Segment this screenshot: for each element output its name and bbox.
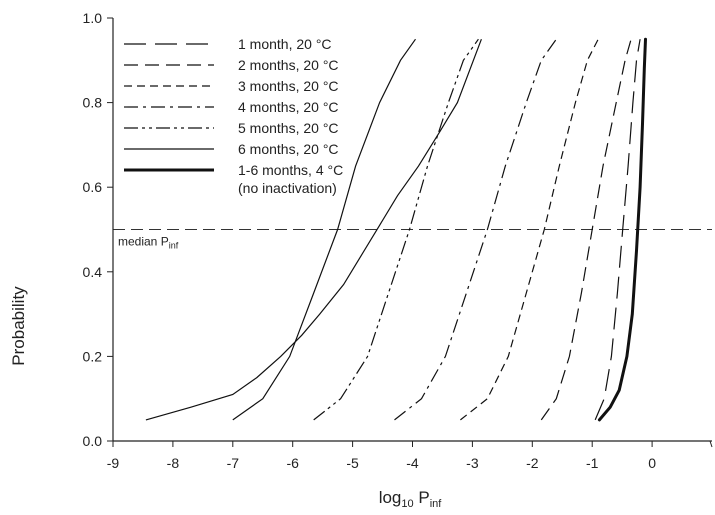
y-tick-label: 1.0 xyxy=(83,10,103,26)
y-tick-label: 0.0 xyxy=(83,433,103,449)
y-tick-label: 0.4 xyxy=(83,264,103,280)
legend-label-5: 5 months, 20 °C xyxy=(238,120,339,136)
y-axis-label: Probability xyxy=(9,286,28,366)
x-tick-label: -6 xyxy=(286,455,299,471)
x-tick-label: -1 xyxy=(586,455,599,471)
legend-label-7: 1-6 months, 4 °C xyxy=(238,162,343,178)
x-tick-label: 0 xyxy=(648,455,656,471)
legend-label-1: 1 month, 20 °C xyxy=(238,36,332,52)
x-tick-label: -3 xyxy=(466,455,479,471)
y-tick-label: 0.8 xyxy=(83,95,103,111)
x-axis-label: log10 Pinf xyxy=(379,488,443,510)
y-tick-label: 0.6 xyxy=(83,179,103,195)
legend-label-3: 3 months, 20 °C xyxy=(238,78,339,94)
legend-label-6: 6 months, 20 °C xyxy=(238,141,339,157)
x-tick xyxy=(710,441,712,447)
plot-area: median Pinf xyxy=(113,39,712,420)
x-tick-label: -9 xyxy=(107,455,120,471)
median-label: median Pinf xyxy=(118,235,179,251)
legend-label-4: 4 months, 20 °C xyxy=(238,99,339,115)
x-tick-label: -4 xyxy=(406,455,419,471)
x-tick-label: -7 xyxy=(227,455,240,471)
legend: 1 month, 20 °C 2 months, 20 °C 3 months, 2… xyxy=(124,36,343,196)
legend-label-note: (no inactivation) xyxy=(238,180,337,196)
legend-label-2: 2 months, 20 °C xyxy=(238,57,339,73)
x-tick-label: -2 xyxy=(526,455,539,471)
y-tick-label: 0.2 xyxy=(83,348,103,364)
x-tick-label: -5 xyxy=(346,455,359,471)
x-tick-label: -8 xyxy=(167,455,180,471)
